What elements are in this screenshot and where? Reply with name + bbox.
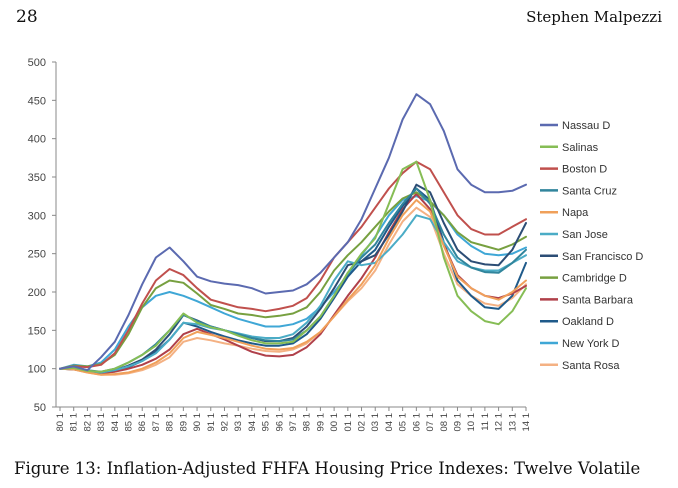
- series-line-santa-rosa: [59, 206, 527, 376]
- x-tick-label: 80 1: [55, 413, 66, 432]
- series-line-cambridge-d: [59, 191, 527, 370]
- x-tick-label: 08 1: [439, 413, 450, 432]
- legend-label: Salinas: [562, 142, 599, 154]
- y-tick-label: 350: [28, 172, 46, 184]
- x-tick-label: 85 1: [124, 413, 135, 432]
- y-tick-label: 500: [28, 57, 46, 69]
- legend-label: Santa Cruz: [562, 185, 617, 197]
- legend-label: San Francisco D: [562, 251, 643, 263]
- x-tick-label: 01 1: [343, 413, 354, 432]
- legend-label: Nassau D: [562, 120, 610, 132]
- x-tick-label: 84 1: [110, 413, 121, 432]
- x-tick-label: 11 1: [480, 413, 491, 431]
- x-tick-label: 06 1: [411, 413, 422, 432]
- x-tick-label: 81 1: [69, 413, 80, 432]
- y-tick-label: 450: [28, 95, 46, 107]
- y-tick-label: 400: [28, 134, 46, 146]
- x-tick-label: 83 1: [96, 413, 107, 432]
- x-tick-label: 99 1: [315, 413, 326, 432]
- series-line-nassau-d: [59, 93, 527, 372]
- x-tick-label: 89 1: [178, 413, 189, 432]
- y-tick-label: 50: [34, 402, 46, 414]
- series-line-san-francisco-d: [59, 183, 527, 374]
- x-tick-label: 02 1: [357, 413, 368, 432]
- legend-label: Santa Rosa: [562, 360, 620, 372]
- x-tick-label: 92 1: [219, 413, 230, 432]
- x-tick-label: 03 1: [370, 413, 381, 432]
- legend-label: Napa: [562, 207, 589, 219]
- y-tick-label: 250: [28, 249, 46, 261]
- x-tick-label: 96 1: [274, 413, 285, 432]
- x-tick-label: 93 1: [233, 413, 244, 432]
- x-tick-label: 00 1: [329, 413, 340, 432]
- page-number: 28: [16, 7, 38, 27]
- legend-label: Santa Barbara: [562, 294, 634, 306]
- x-tick-label: 94 1: [247, 413, 258, 432]
- legend-label: San Jose: [562, 229, 608, 241]
- x-tick-label: 97 1: [288, 413, 299, 432]
- x-tick-label: 05 1: [398, 413, 409, 432]
- x-tick-label: 90 1: [192, 413, 203, 432]
- x-tick-label: 09 1: [452, 413, 463, 432]
- legend-label: Oakland D: [562, 316, 614, 328]
- y-tick-label: 150: [28, 325, 46, 337]
- x-tick-label: 87 1: [151, 413, 162, 432]
- line-chart: 500 450 400 350 300 250 200 150 100 50 80 1 81 1 82 …: [28, 57, 644, 432]
- x-tick-label: 04 1: [384, 413, 395, 432]
- x-tick-label: 95 1: [261, 413, 272, 432]
- legend-label: New York D: [562, 338, 620, 350]
- legend-label: Boston D: [562, 164, 607, 176]
- x-tick-label: 88 1: [165, 413, 176, 432]
- series-line-boston-d: [59, 160, 527, 370]
- x-tick-label: 10 1: [466, 413, 477, 432]
- x-tick-label: 14 1: [521, 413, 532, 432]
- series-line-napa: [59, 199, 527, 376]
- figure-caption: Figure 13: Inflation-Adjusted FHFA Housi…: [14, 459, 641, 478]
- x-tick-label: 86 1: [137, 413, 148, 432]
- y-tick-label: 300: [28, 210, 46, 222]
- x-tick-label: 91 1: [206, 413, 217, 432]
- legend-label: Cambridge D: [562, 273, 627, 285]
- y-tick-label: 200: [28, 287, 46, 299]
- x-tick-label: 82 1: [82, 413, 93, 432]
- series-line-salinas: [59, 160, 527, 373]
- x-tick-label: 12 1: [494, 413, 505, 432]
- x-tick-label: 98 1: [302, 413, 313, 432]
- author-name: Stephen Malpezzi: [526, 8, 662, 26]
- series-line-san-jose: [59, 214, 527, 374]
- y-tick-label: 100: [28, 364, 46, 376]
- x-tick-label: 13 1: [507, 413, 518, 432]
- x-tick-label: 07 1: [425, 413, 436, 432]
